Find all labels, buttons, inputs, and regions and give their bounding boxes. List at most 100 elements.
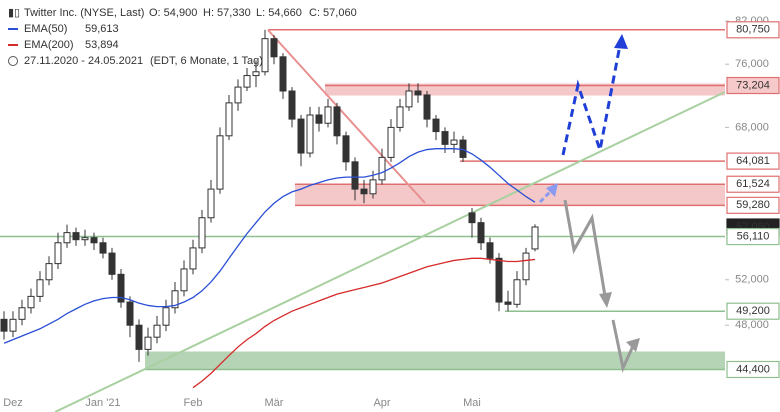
resistance-trendline [267,29,426,204]
candle-body [108,252,116,275]
candle-body [225,102,233,137]
candle-body [135,324,143,350]
x-tick-label: Feb [184,397,203,409]
candle-body [18,307,26,320]
candle-body [153,324,161,338]
candle-body [180,268,188,292]
candle-body [9,318,17,332]
candle-body [99,242,107,254]
candle-body [450,139,458,145]
legend-value: 53,894 [85,39,119,51]
bull-path [561,44,622,156]
candle-body [351,161,359,190]
forecast-arrows [538,34,640,373]
price-tag-label: 59,280 [736,199,770,211]
arrow-head [599,292,612,308]
support-trendline [54,91,726,412]
candle-body [315,114,323,124]
candle-body [261,38,269,73]
y-tick-label: 52,000 [735,274,769,286]
x-tick-label: Jan '21 [85,397,120,409]
price-tag-label: 49,200 [736,305,770,317]
period: (EDT, 6 Monate, 1 Tag) [150,55,263,67]
price-tag [726,227,780,246]
candle-body [387,126,395,158]
candle-body [342,135,350,163]
candle-body [207,188,215,219]
candle-body [198,217,206,249]
candle-body [441,131,449,145]
arrow-head [614,34,628,49]
candle-body [432,118,440,133]
date-range: 27.11.2020 - 24.05.2021 [24,55,143,67]
close-label: C: 57,060 [309,7,357,19]
header: ▮▯ Twitter Inc. (NYSE, Last) O: 54,900 H… [8,7,357,67]
candle-body [162,307,170,326]
candle-body [324,106,332,124]
price-tag [726,196,780,214]
zones [0,29,725,371]
candle-body [495,257,503,303]
candle-body [189,247,197,270]
price-tag-label: 61,524 [736,178,770,190]
x-tick-label: Apr [373,397,390,409]
price-tag [726,360,780,379]
clock-icon [8,56,18,66]
candle-body [531,226,539,250]
candle-body [333,106,341,137]
open-label: O: 54,900 [149,7,197,19]
x-tick-label: Dez [3,397,23,409]
candle-body [414,90,422,96]
legend-value: 59,613 [85,23,119,35]
candle-body [306,114,314,154]
y-tick-label: 48,000 [735,319,769,331]
high-label: H: 57,330 [203,7,251,19]
candle-body [63,232,71,244]
candle-body [72,232,80,241]
candle-body [45,263,53,281]
candle-body [279,56,287,92]
price-tag-label: 73,204 [736,79,770,91]
price-tag [726,152,780,170]
candle-body [297,118,305,154]
candle-body [396,106,404,128]
price-tag-label: 80,750 [736,24,770,36]
ema-line [192,257,536,389]
plot [0,29,539,389]
legend-label: EMA(50) [24,23,67,35]
title: Twitter Inc. (NYSE, Last) [24,7,144,19]
price-tag-label: 44,400 [736,363,770,375]
candle-body [252,71,260,77]
price-tag [726,76,780,95]
y-tick-label: 76,000 [735,58,769,70]
support-zone [145,351,725,370]
candle-body [27,295,35,309]
candle-body [270,38,278,58]
resistance-zone [325,83,725,96]
candle-body [0,318,8,332]
candle-body [54,242,62,265]
candle-body [126,301,134,326]
price-tag-label: 64,081 [736,155,770,167]
candle-body [513,279,521,305]
x-tick-label: Mär [265,397,284,409]
candle-body [369,179,377,195]
candle-body [378,156,386,181]
bear-path [611,319,635,373]
price-tag [726,21,780,39]
arrow-head [546,183,558,197]
legend-label: EMA(200) [24,39,74,51]
candle-body [360,188,368,195]
candle-body [171,290,179,309]
candle-body [81,237,89,241]
candle-body [504,301,512,305]
candle-body [477,222,485,244]
low-label: L: 54,660 [256,7,302,19]
candle-body [522,252,530,281]
ema-line [3,148,536,344]
icon: ▮▯ [8,7,20,19]
candle-body [468,212,476,224]
candle-body [117,273,125,303]
